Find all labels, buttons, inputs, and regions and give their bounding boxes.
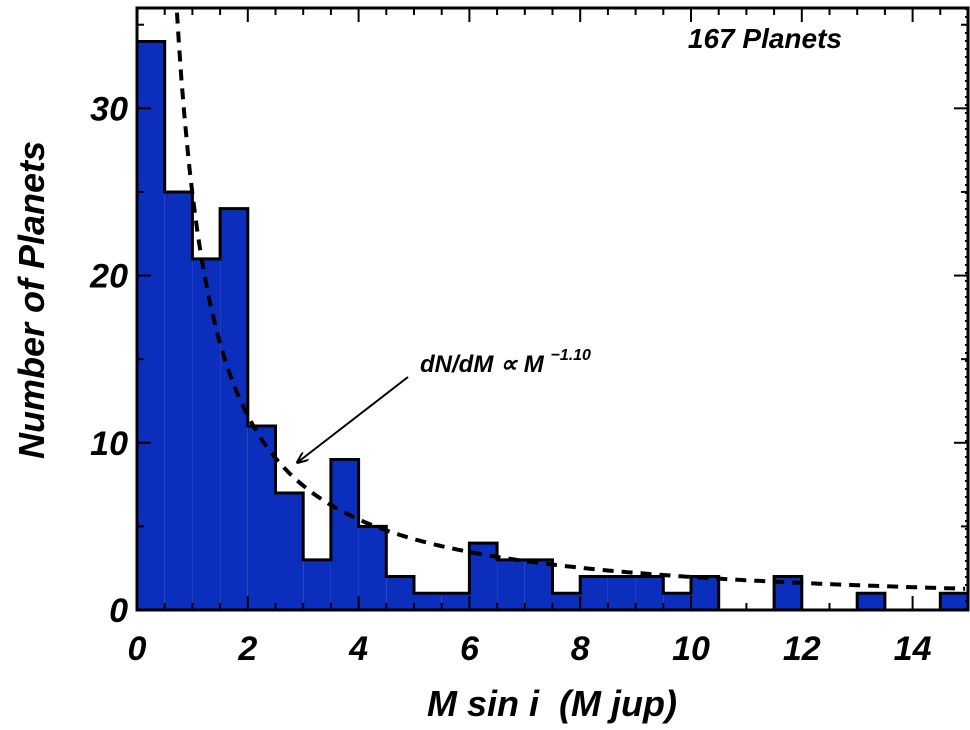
x-tick-labels: 0 2 4 6 8 10 12 14 bbox=[128, 630, 932, 668]
histogram-bar bbox=[330, 459, 359, 610]
histogram-bar bbox=[137, 41, 165, 610]
histogram-bar bbox=[192, 258, 221, 610]
fit-equation-exponent: −1.10 bbox=[550, 347, 591, 364]
x-tick-label: 10 bbox=[672, 630, 710, 668]
histogram-bar bbox=[691, 576, 719, 610]
x-tick-label: 6 bbox=[460, 630, 480, 668]
histogram-bar bbox=[275, 492, 304, 610]
y-axis-title: Number of Planets bbox=[11, 141, 52, 459]
y-tick-label: 10 bbox=[90, 425, 128, 463]
fit-equation-main: dN/dM ∝ M bbox=[420, 351, 545, 378]
histogram-bar bbox=[164, 191, 193, 610]
y-tick-labels: 0 10 20 30 bbox=[89, 90, 128, 630]
x-axis-title: M sin i (M jup) bbox=[427, 683, 677, 724]
histogram-bar bbox=[247, 426, 276, 610]
histogram-bar bbox=[552, 593, 581, 610]
histogram-bar bbox=[524, 559, 553, 610]
y-tick-label: 30 bbox=[90, 90, 128, 128]
x-tick-label: 8 bbox=[571, 630, 590, 668]
planet-count-annotation: 167 Planets bbox=[688, 23, 842, 54]
histogram-bar bbox=[940, 593, 968, 610]
histogram-bar bbox=[497, 559, 525, 610]
histogram-bar bbox=[663, 593, 691, 610]
histogram-bar bbox=[580, 576, 608, 610]
y-tick-label: 0 bbox=[109, 592, 128, 630]
axis-ticks bbox=[136, 8, 969, 611]
histogram-bar bbox=[857, 593, 885, 610]
histogram-bar bbox=[414, 593, 442, 610]
histogram-bar bbox=[441, 593, 470, 610]
x-tick-label: 12 bbox=[783, 630, 821, 668]
histogram-bars bbox=[137, 41, 968, 610]
x-tick-label: 0 bbox=[128, 630, 147, 668]
x-tick-label: 14 bbox=[894, 630, 932, 668]
y-tick-label: 20 bbox=[89, 258, 128, 296]
fit-label-arrow bbox=[298, 376, 409, 462]
x-tick-label: 4 bbox=[348, 630, 368, 668]
histogram-bar bbox=[386, 576, 414, 610]
histogram-bar bbox=[607, 576, 636, 610]
histogram-bar bbox=[358, 526, 387, 610]
power-law-fit-curve bbox=[174, 8, 966, 591]
histogram-outline bbox=[137, 39, 968, 610]
histogram-bar bbox=[303, 559, 331, 610]
x-tick-label: 2 bbox=[237, 630, 257, 668]
histogram-bar bbox=[635, 576, 664, 610]
fit-equation-label: dN/dM ∝ M −1.10 bbox=[420, 347, 591, 378]
